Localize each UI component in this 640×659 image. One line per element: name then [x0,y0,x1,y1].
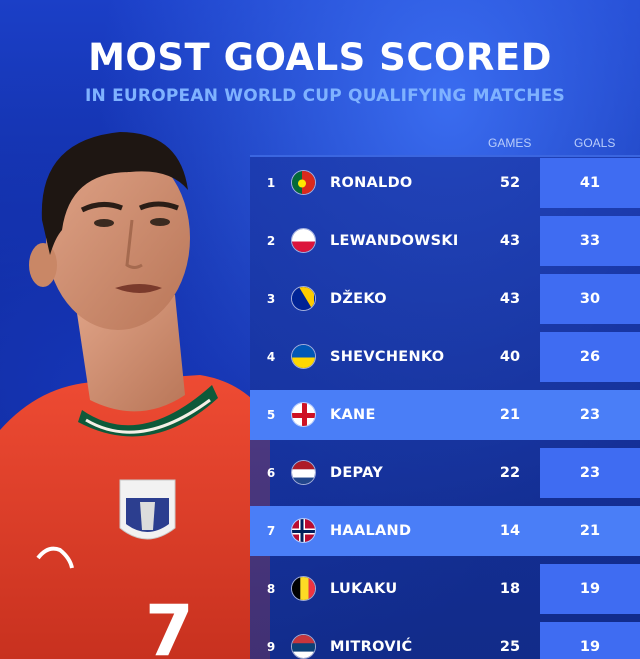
table-row: 3 DŽEKO 43 30 [250,274,640,324]
serbia-flag-icon [291,634,316,659]
games-value: 52 [499,175,521,191]
table-row: 1 RONALDO 52 41 [250,158,640,208]
rank: 6 [266,466,276,480]
page-title: MOST GOALS SCORED [88,36,552,79]
games-value: 21 [499,407,521,423]
goals-value: 41 [579,175,601,191]
rank: 3 [266,292,276,306]
player-name: SHEVCHENKO [330,349,445,365]
goals-value: 19 [579,581,601,597]
goals-cell: 21 [540,506,640,556]
table-row: 2 LEWANDOWSKI 43 33 [250,216,640,266]
rank: 2 [266,234,276,248]
england-flag-icon [291,402,316,427]
goals-value: 23 [579,465,601,481]
jersey-number: 7 [145,590,194,659]
player-photo: 7 [0,132,270,659]
rank: 8 [266,582,276,596]
goals-cell: 19 [540,622,640,659]
goals-value: 19 [579,639,601,655]
bosnia-flag-icon [291,286,316,311]
table-row-highlighted: 5 KANE 21 23 [250,390,640,440]
games-value: 22 [499,465,521,481]
player-name: RONALDO [330,175,413,191]
goals-cell: 26 [540,332,640,382]
portugal-flag-icon [291,170,316,195]
games-value: 43 [499,291,521,307]
games-value: 14 [499,523,521,539]
page-subtitle: IN EUROPEAN WORLD CUP QUALIFYING MATCHES [85,86,565,106]
player-name: DEPAY [330,465,384,481]
player-name: MITROVIĆ [330,639,413,655]
belgium-flag-icon [291,576,316,601]
table-row: 4 SHEVCHENKO 40 26 [250,332,640,382]
table-row-highlighted: 7 HAALAND 14 21 [250,506,640,556]
goals-value: 30 [579,291,601,307]
goals-value: 33 [579,233,601,249]
table-row: 8 LUKAKU 18 19 [250,564,640,614]
goals-cell: 41 [540,158,640,208]
goals-value: 21 [579,523,601,539]
games-column-header: GAMES [488,136,532,150]
goals-value: 23 [579,407,601,423]
norway-flag-icon [291,518,316,543]
games-value: 43 [499,233,521,249]
player-name: LEWANDOWSKI [330,233,459,249]
rank: 7 [266,524,276,538]
rank: 4 [266,350,276,364]
goals-cell: 23 [540,448,640,498]
rank: 5 [266,408,276,422]
goals-value: 26 [579,349,601,365]
rank: 1 [266,176,276,190]
goals-cell: 19 [540,564,640,614]
poland-flag-icon [291,228,316,253]
player-name: LUKAKU [330,581,398,597]
table-divider [250,155,640,157]
table-row: 9 MITROVIĆ 25 19 [250,622,640,659]
games-value: 25 [499,639,521,655]
netherlands-flag-icon [291,460,316,485]
rank: 9 [266,640,276,654]
goals-column-header: GOALS [574,136,616,150]
player-name: HAALAND [330,523,412,539]
ukraine-flag-icon [291,344,316,369]
games-value: 40 [499,349,521,365]
goals-cell: 30 [540,274,640,324]
games-value: 18 [499,581,521,597]
goals-cell: 33 [540,216,640,266]
player-name: KANE [330,407,376,423]
table-row: 6 DEPAY 22 23 [250,448,640,498]
player-name: DŽEKO [330,291,387,307]
goals-cell: 23 [540,390,640,440]
